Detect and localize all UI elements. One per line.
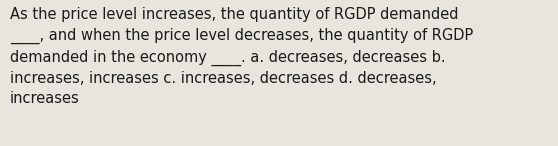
- Text: As the price level increases, the quantity of RGDP demanded
____, and when the p: As the price level increases, the quanti…: [10, 7, 473, 106]
